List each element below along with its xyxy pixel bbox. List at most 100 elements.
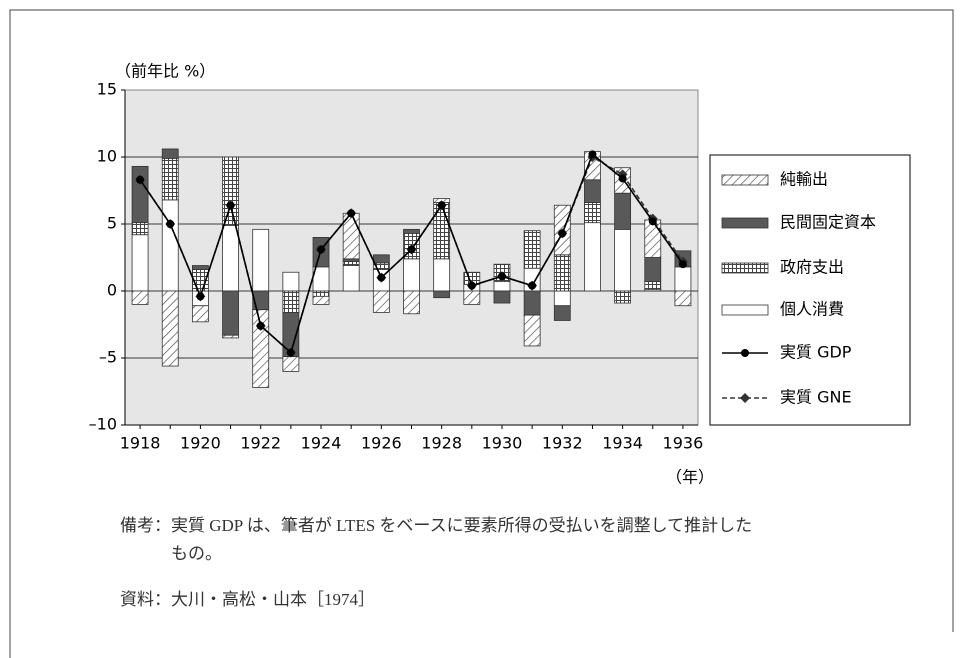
marker: [196, 292, 205, 301]
bar-segment: [403, 258, 420, 292]
bar-segment: [282, 290, 300, 313]
x-tick-label: 1920: [180, 434, 221, 453]
legend-label: 政府支出: [780, 258, 844, 277]
bar-segment: [584, 202, 601, 224]
bar-segment: [342, 258, 360, 262]
bar-segment: [252, 228, 270, 292]
note-text: もの。: [171, 544, 222, 563]
bar-segment: [161, 199, 179, 292]
bar-segment: [312, 290, 330, 297]
x-tick-label: 1918: [120, 434, 161, 453]
legend-label: 民間固定資本: [780, 213, 876, 232]
note-label: 資料：: [120, 590, 171, 609]
bar-segment: [674, 290, 692, 307]
frame: [9, 9, 954, 658]
y-tick-label: 0: [107, 281, 117, 300]
x-tick-label: 1928: [421, 434, 462, 453]
bar-segment: [433, 258, 451, 292]
marker: [437, 201, 446, 210]
marker: [497, 272, 506, 281]
y-tick-label: –10: [89, 415, 117, 434]
bar-segment: [493, 281, 511, 292]
y-tick-label: 15: [97, 80, 117, 99]
legend-marker: [741, 349, 749, 357]
bar-segment: [131, 222, 149, 236]
bar-segment: [674, 266, 692, 292]
marker: [467, 281, 476, 290]
bar-segment: [282, 271, 300, 292]
legend-swatch: [721, 304, 769, 316]
legend-label: 個人消費: [780, 300, 844, 319]
x-tick-label: 1932: [542, 434, 583, 453]
marker: [226, 201, 235, 210]
marker: [407, 245, 416, 254]
bar-segment: [372, 290, 390, 313]
marker: [136, 175, 145, 184]
bar-segment: [403, 228, 420, 234]
bar-segment: [463, 290, 481, 305]
bar-segment: [523, 230, 541, 269]
marker: [588, 150, 597, 159]
bar-segment: [644, 281, 662, 291]
marker: [347, 209, 356, 218]
marker: [678, 260, 687, 269]
y-tick-label: 10: [97, 147, 117, 166]
bar-segment: [161, 157, 179, 201]
bar-segment: [131, 290, 149, 305]
bar-segment: [614, 290, 632, 304]
legend-swatch: [721, 262, 769, 274]
bar-segment: [161, 290, 179, 367]
bar-segment: [523, 290, 541, 316]
legend-swatch: [721, 217, 769, 229]
legend-label: 純輸出: [780, 170, 828, 189]
bar-segment: [342, 261, 360, 266]
marker: [166, 220, 175, 228]
bar-segment: [403, 290, 420, 315]
marker: [558, 229, 567, 238]
bar-segment: [222, 156, 239, 226]
legend-swatch: [721, 174, 769, 186]
bar-segment: [584, 179, 601, 203]
bar-segment: [553, 305, 571, 321]
bar-segment: [433, 202, 451, 260]
bar-segment: [644, 257, 662, 283]
note-text: 実質 GDP は、筆者が LTES をベースに要素所得の受払いを調整して推計した: [171, 516, 752, 535]
bar-segment: [614, 192, 632, 230]
bar-segment: [644, 219, 662, 258]
marker: [618, 174, 627, 183]
bar-segment: [493, 290, 511, 304]
bar-segment: [553, 290, 571, 307]
marker: [528, 281, 537, 290]
bar-segment: [584, 222, 601, 292]
bar-segment: [222, 290, 239, 336]
x-tick-label: 1924: [301, 434, 342, 453]
marker: [286, 348, 295, 357]
marker: [317, 245, 326, 254]
x-axis-label: （年）: [666, 468, 714, 487]
bar-segment: [282, 356, 300, 372]
bar-segment: [342, 265, 360, 292]
x-tick-label: 1936: [663, 434, 704, 453]
legend-box: [709, 154, 911, 426]
bar-segment: [312, 295, 330, 305]
bar-segment: [131, 234, 149, 292]
bar-segment: [222, 334, 239, 339]
note-label: 備考：: [120, 516, 171, 535]
y-axis-label: （前年比 %）: [115, 62, 215, 81]
legend-label: 実質 GNE: [780, 388, 852, 407]
note-text: 大川・高松・山本［1974］: [171, 590, 375, 609]
bar-segment: [191, 265, 209, 270]
marker: [648, 217, 657, 226]
x-tick-label: 1926: [361, 434, 402, 453]
bar-segment: [553, 254, 571, 292]
bar-segment: [372, 254, 390, 264]
legend-label: 実質 GDP: [780, 343, 852, 362]
x-tick-label: 1922: [240, 434, 281, 453]
x-tick-label: 1930: [482, 434, 523, 453]
bar-segment: [614, 228, 632, 292]
y-tick-label: 5: [107, 214, 117, 233]
marker: [377, 273, 386, 282]
bar-segment: [433, 290, 451, 299]
y-tick-label: –5: [99, 348, 117, 367]
